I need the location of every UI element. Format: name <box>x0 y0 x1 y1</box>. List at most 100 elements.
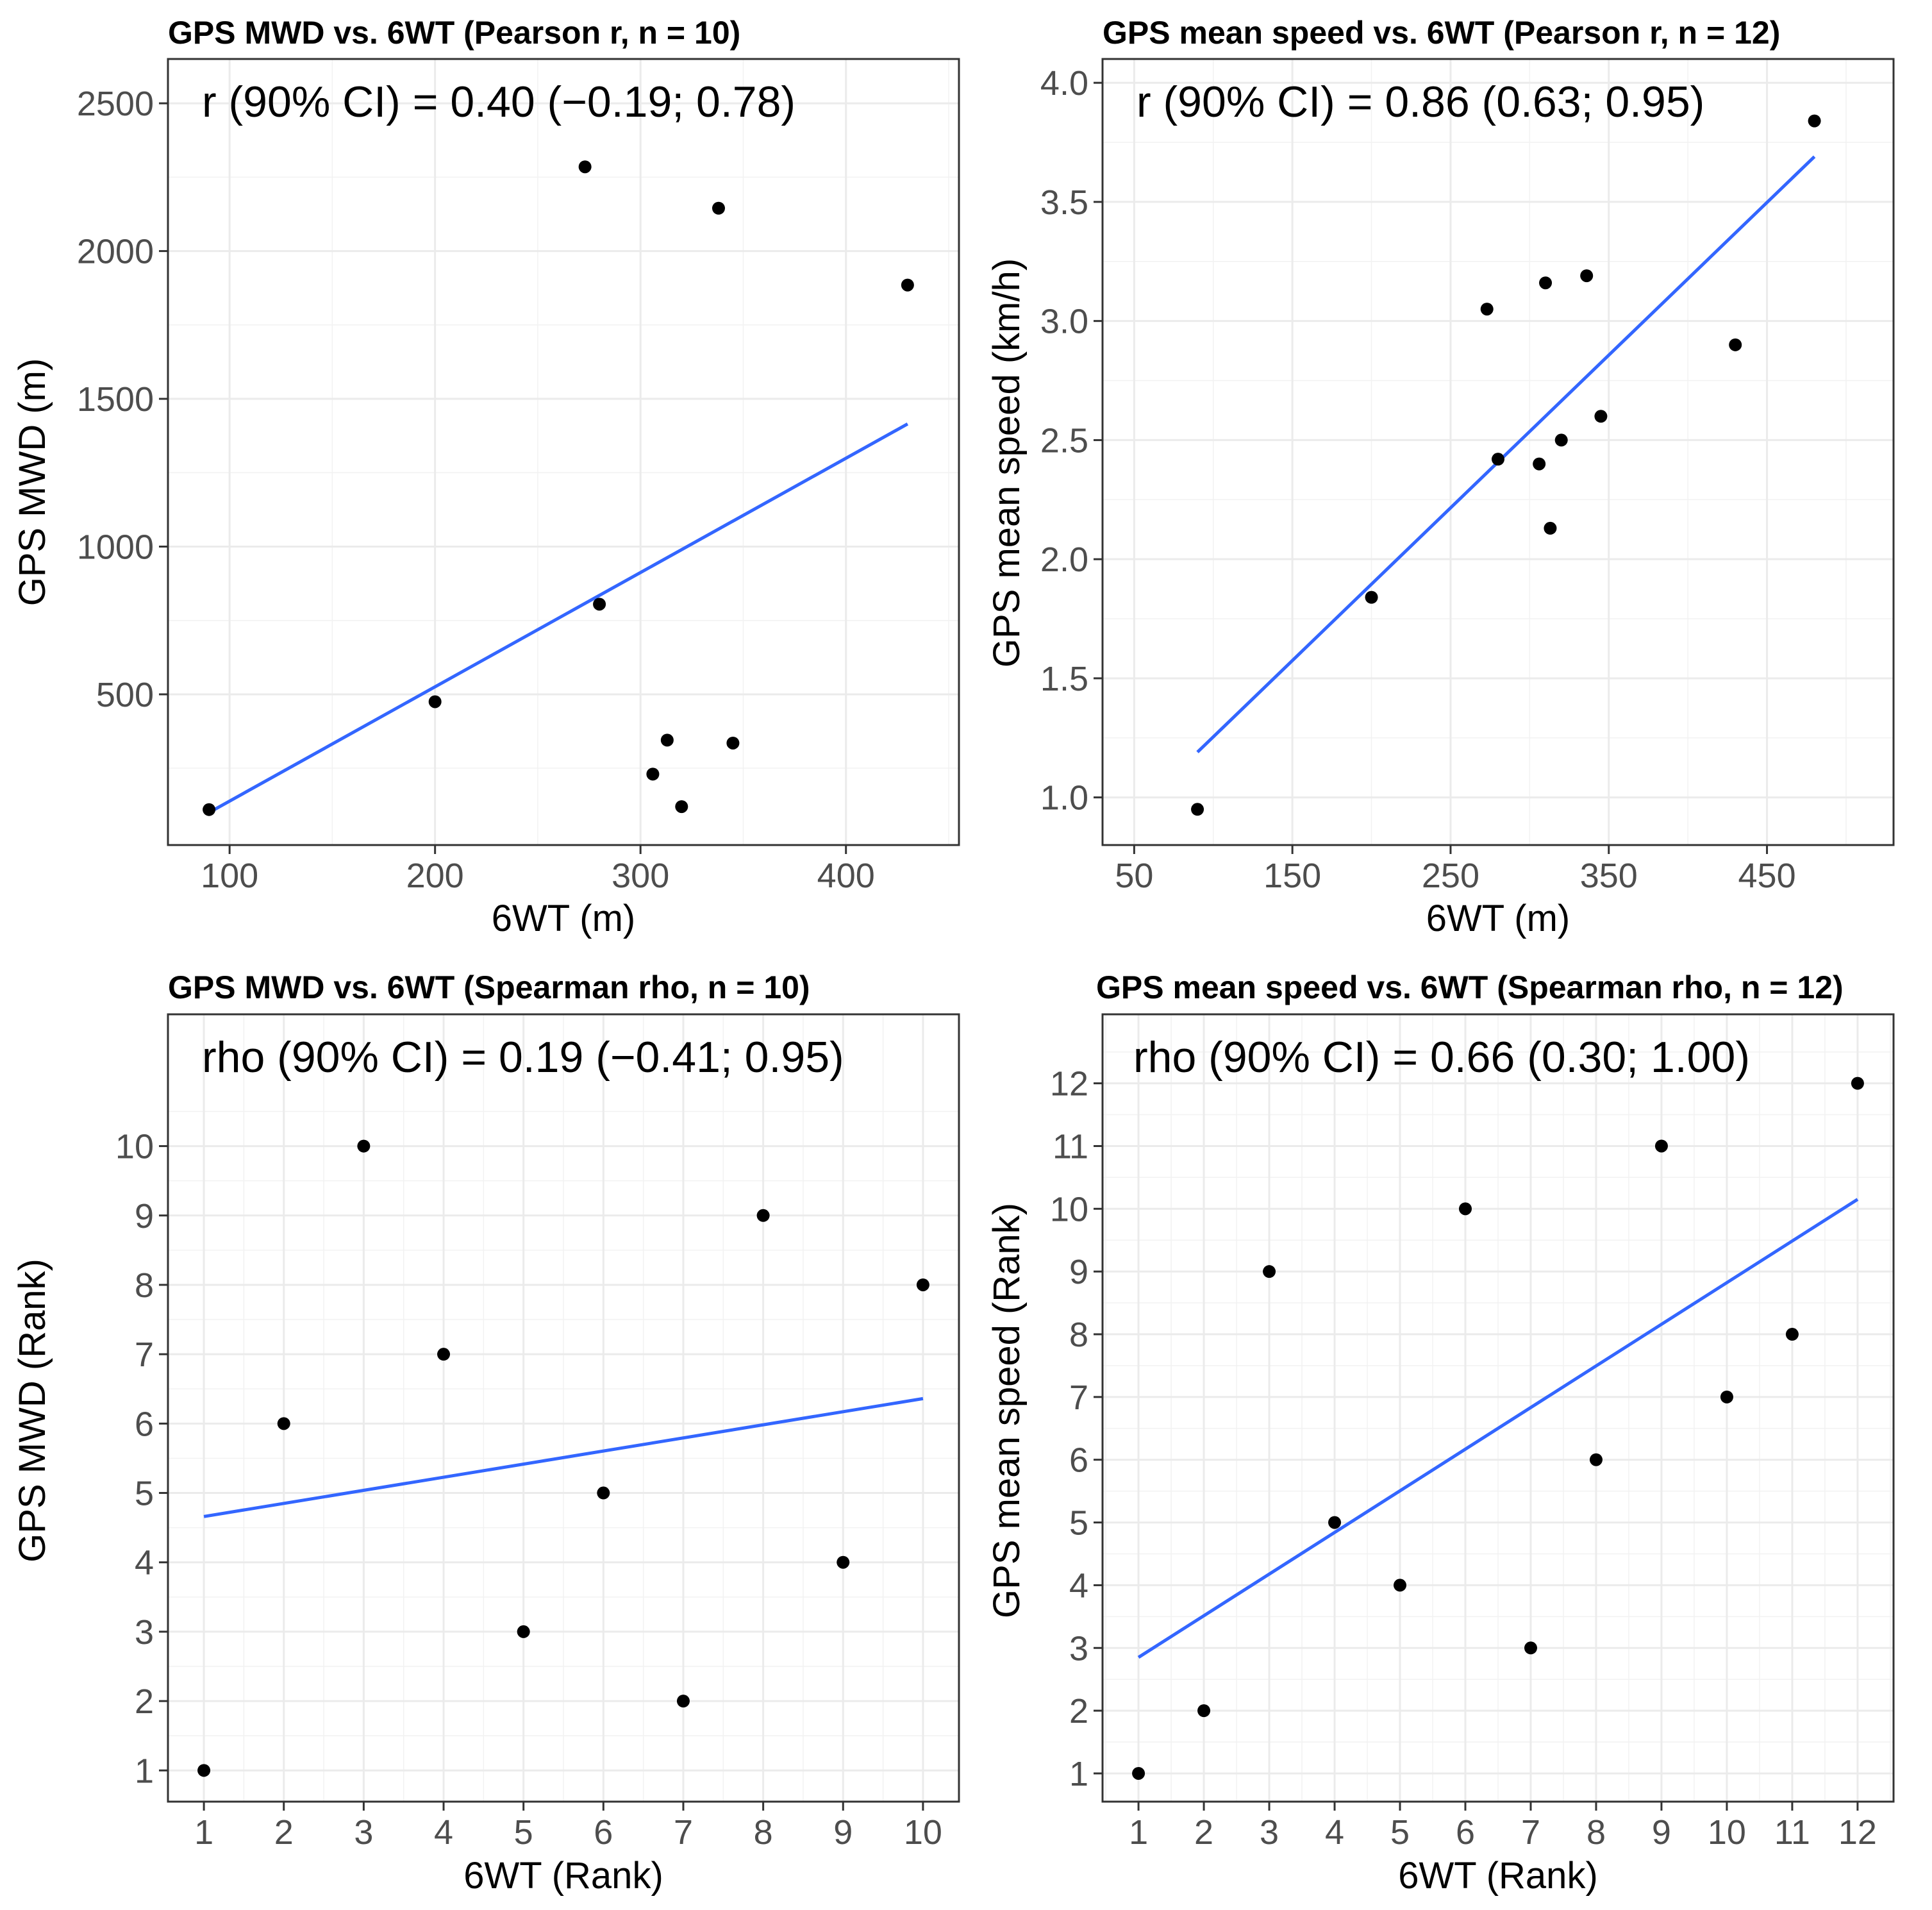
y-tick-label: 3.0 <box>1040 303 1088 341</box>
plot-area: 1 2 3 4 5 6 7 8 9 10 1 2 3 4 5 6 7 8 9 10 <box>115 1013 960 1852</box>
data-point <box>203 803 216 816</box>
data-point <box>1197 1704 1211 1718</box>
y-tick-label: 2 <box>135 1682 154 1721</box>
panel-title: GPS mean speed vs. 6WT (Spearman rho, n … <box>1096 969 1844 1005</box>
y-tick-label: 2.0 <box>1040 540 1088 579</box>
x-tick-label: 4 <box>1325 1813 1344 1852</box>
x-tick-label: 10 <box>1708 1813 1746 1852</box>
y-tick-label: 1 <box>135 1752 154 1790</box>
data-point <box>1785 1328 1799 1341</box>
data-point <box>1539 276 1553 290</box>
data-point <box>1328 1516 1342 1529</box>
data-point <box>660 733 674 747</box>
regression-line <box>208 423 909 814</box>
correlation-annotation: rho (90% CI) = 0.66 (0.30; 1.00) <box>1133 1033 1750 1082</box>
x-tick-label: 5 <box>514 1813 533 1852</box>
y-tick-label: 2 <box>1069 1692 1088 1730</box>
data-point <box>646 767 660 781</box>
x-tick-label: 400 <box>817 857 875 895</box>
data-point <box>1459 1202 1472 1216</box>
data-point <box>1729 338 1742 351</box>
y-tick-label: 10 <box>115 1128 154 1166</box>
data-point <box>1720 1390 1733 1403</box>
x-tick-label: 300 <box>612 857 669 895</box>
y-tick-label: 11 <box>1053 1127 1088 1166</box>
data-point <box>1533 457 1546 471</box>
data-point <box>593 598 606 611</box>
x-tick-label: 2 <box>274 1813 294 1852</box>
y-tick-label: 12 <box>1050 1065 1088 1103</box>
x-tick-label: 6 <box>1456 1813 1475 1852</box>
data-point <box>712 201 725 215</box>
y-tick-label: 2.5 <box>1040 421 1088 460</box>
y-tick-label: 1.5 <box>1040 660 1088 698</box>
data-point <box>578 160 592 174</box>
panel-title: GPS mean speed vs. 6WT (Pearson r, n = 1… <box>1103 15 1780 51</box>
x-tick-label: 4 <box>434 1813 453 1852</box>
y-axis-label: GPS mean speed (Rank) <box>986 1203 1028 1618</box>
y-tick-label: 3.5 <box>1040 183 1088 222</box>
x-tick-label: 10 <box>904 1813 942 1852</box>
y-tick-label: 2000 <box>77 233 154 271</box>
y-tick-label: 5 <box>135 1475 154 1513</box>
x-tick-label: 50 <box>1115 857 1153 895</box>
data-point <box>1191 803 1204 816</box>
y-tick-label: 9 <box>1069 1253 1088 1291</box>
y-tick-label: 6 <box>135 1405 154 1443</box>
y-tick-label: 4 <box>1069 1566 1088 1605</box>
y-tick-label: 3 <box>1069 1629 1088 1668</box>
x-tick-label: 350 <box>1580 857 1638 895</box>
x-tick-label: 12 <box>1838 1813 1877 1852</box>
x-axis-label: 6WT (Rank) <box>1398 1855 1598 1897</box>
y-tick-label: 10 <box>1050 1190 1088 1228</box>
data-point <box>1132 1766 1145 1780</box>
data-point <box>1524 1641 1537 1655</box>
x-tick-label: 9 <box>1652 1813 1671 1852</box>
y-tick-label: 4.0 <box>1040 64 1088 103</box>
panel-border <box>167 1013 960 1803</box>
panel-border <box>167 58 960 846</box>
x-tick-label: 8 <box>1586 1813 1606 1852</box>
plot-area: 50 150 250 350 450 1.0 1.5 2.0 2.5 3.0 3.5 4.0 <box>1040 58 1895 895</box>
x-axis-label: 6WT (m) <box>1426 898 1570 939</box>
correlation-annotation: r (90% CI) = 0.86 (0.63; 0.95) <box>1137 78 1704 126</box>
x-tick-label: 6 <box>594 1813 613 1852</box>
data-point <box>1580 269 1594 283</box>
panel-spearman-speed: GPS mean speed vs. 6WT (Spearman rho, n … <box>986 969 1895 1897</box>
x-tick-label: 5 <box>1390 1813 1410 1852</box>
x-axis-label: 6WT (m) <box>492 898 635 939</box>
data-point <box>1263 1265 1276 1278</box>
data-point <box>1554 433 1568 447</box>
data-point <box>1589 1453 1603 1466</box>
y-axis-label: GPS MWD (m) <box>12 358 53 607</box>
data-point <box>428 695 442 708</box>
data-point <box>1654 1139 1668 1153</box>
x-axis-label: 6WT (Rank) <box>463 1855 663 1897</box>
x-tick-label: 1 <box>1129 1813 1148 1852</box>
data-point <box>837 1555 850 1569</box>
x-tick-label: 150 <box>1263 857 1321 895</box>
y-tick-label: 3 <box>135 1613 154 1652</box>
panel-background <box>1103 59 1894 845</box>
x-tick-label: 100 <box>201 857 258 895</box>
x-tick-label: 450 <box>1738 857 1796 895</box>
panel-pearson-mwd: GPS MWD vs. 6WT (Pearson r, n = 10) 100 2… <box>12 15 960 939</box>
data-point <box>1851 1076 1864 1090</box>
y-tick-label: 7 <box>1069 1378 1088 1417</box>
correlation-annotation: r (90% CI) = 0.40 (−0.19; 0.78) <box>202 78 795 126</box>
data-point <box>916 1278 929 1291</box>
x-tick-label: 1 <box>194 1813 213 1852</box>
y-tick-label: 1000 <box>77 528 154 566</box>
correlation-annotation: rho (90% CI) = 0.19 (−0.41; 0.95) <box>202 1033 844 1082</box>
y-tick-label: 4 <box>135 1544 154 1582</box>
x-tick-label: 11 <box>1774 1813 1810 1852</box>
x-tick-label: 9 <box>833 1813 853 1852</box>
data-point <box>277 1417 290 1430</box>
panel-border <box>1101 58 1895 846</box>
data-point <box>726 736 740 750</box>
x-tick-label: 3 <box>354 1813 373 1852</box>
x-tick-label: 3 <box>1260 1813 1279 1852</box>
y-tick-label: 5 <box>1069 1504 1088 1543</box>
